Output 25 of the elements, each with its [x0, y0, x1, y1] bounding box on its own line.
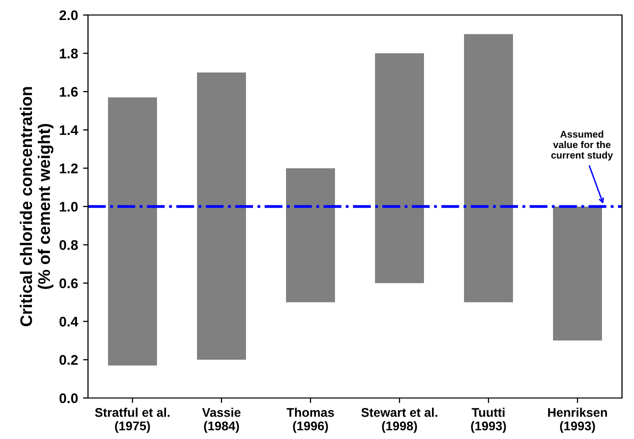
x-tick-label: Henriksen (1993) — [548, 408, 607, 433]
y-tick-label: 0.2 — [60, 355, 78, 365]
bar — [108, 97, 157, 366]
y-tick-label: 1.8 — [60, 48, 78, 58]
y-axis-title: Critical chloride concentration (% of cement weight) — [20, 87, 54, 326]
y-tick-label: 0.8 — [60, 240, 78, 250]
x-tick-label: Tuutti (1993) — [471, 408, 506, 433]
x-tick-label: Stratful et al. (1975) — [95, 408, 170, 433]
y-tick-label: 0.6 — [60, 278, 78, 288]
bar — [553, 206, 602, 341]
bar — [286, 168, 335, 302]
y-tick-label: 1.0 — [60, 202, 78, 212]
x-tick-label: Vassie (1984) — [202, 408, 241, 433]
bar — [197, 72, 246, 360]
y-tick-label: 0.0 — [60, 393, 78, 404]
ref-line-label: Assumed value for the current study — [551, 130, 613, 161]
y-tick-label: 1.2 — [60, 164, 78, 174]
y-tick-label: 0.4 — [60, 316, 78, 327]
y-tick-label: 1.4 — [60, 125, 78, 135]
bar — [464, 34, 513, 302]
bar — [375, 53, 424, 284]
y-tick-label: 1.6 — [60, 86, 78, 97]
x-tick-label: Stewart et al. (1998) — [361, 408, 438, 433]
x-tick-label: Thomas (1996) — [286, 408, 334, 433]
y-tick-label: 2.0 — [59, 10, 78, 20]
